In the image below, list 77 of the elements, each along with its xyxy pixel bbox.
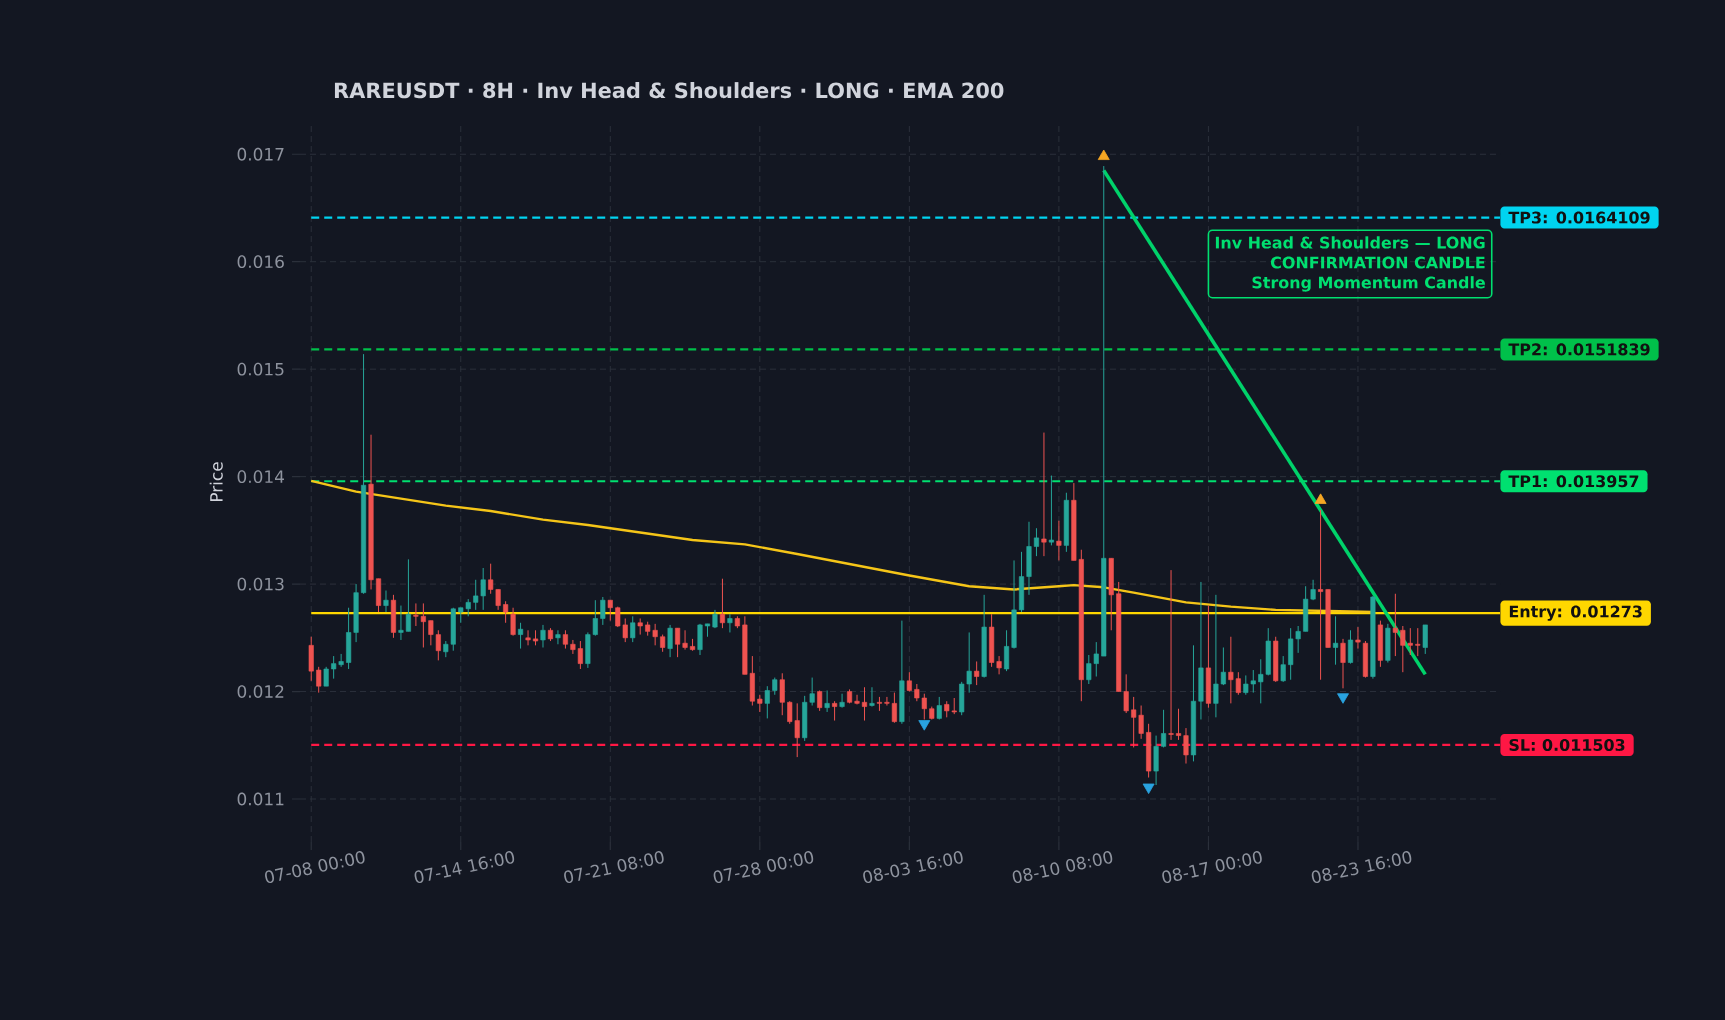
candlestick [1392, 593, 1398, 657]
candlestick [996, 655, 1002, 675]
x-tick-label: 07-08 00:00 [265, 851, 365, 884]
candlestick [562, 629, 568, 650]
candlestick [600, 596, 606, 626]
x-tick-label: 08-17 00:00 [1162, 851, 1262, 884]
candlestick [630, 615, 636, 643]
candlestick [884, 696, 890, 707]
candlestick [1347, 629, 1354, 665]
ref-line-label: TP3: 0.0164109 [1508, 211, 1650, 224]
candlestick [1041, 432, 1047, 557]
y-tick-label: 0.014 [237, 470, 284, 484]
candlestick [316, 666, 322, 694]
annotation: Inv Head & Shoulders — LONG [1215, 236, 1485, 249]
candlestick [405, 558, 411, 632]
candlestick [675, 627, 681, 658]
candlestick [1415, 627, 1421, 657]
ref-line-label: Entry: 0.01273 [1509, 605, 1642, 621]
ref-line-label: TP1: 0.013957 [1508, 475, 1639, 488]
candlestick [764, 685, 770, 719]
candlestick [518, 622, 524, 650]
candlestick [1056, 520, 1062, 561]
x-tick-label: 07-14 16:00 [414, 851, 515, 884]
candlestick [1161, 709, 1167, 748]
candlestick [824, 689, 830, 713]
x-tick-label: 08-03 16:00 [863, 851, 963, 884]
y-tick-label: 0.012 [237, 685, 284, 698]
candlestick [323, 666, 329, 687]
y-tick-label: 0.013 [237, 577, 284, 591]
y-tick-label: 0.015 [237, 362, 284, 376]
x-tick-label: 07-21 08:00 [564, 851, 664, 884]
candlestick [1175, 708, 1182, 741]
candlestick [1422, 624, 1428, 655]
candlestick [839, 693, 845, 709]
y-tick-label: 0.011 [237, 792, 284, 806]
candlestick [667, 624, 673, 658]
x-tick-label: 08-23 16:00 [1311, 851, 1412, 884]
candlestick [974, 660, 980, 686]
candlestick [891, 692, 897, 724]
annotation: Strong Momentum Candle [1252, 276, 1485, 292]
candlestick [861, 686, 868, 722]
y-tick-label: 0.017 [237, 147, 284, 161]
candlestick [525, 629, 531, 646]
candlestick [398, 605, 404, 641]
candlestick [503, 600, 509, 624]
candlestick [1033, 527, 1039, 557]
annotation: CONFIRMATION CANDLE [1270, 256, 1485, 269]
candlestick [1332, 615, 1339, 666]
candlestick [1355, 626, 1361, 650]
candlestick [555, 629, 561, 645]
y-tick-label: 0.016 [237, 255, 284, 269]
candlestick [383, 590, 389, 613]
candlestick [727, 613, 733, 633]
candlestick [1004, 629, 1010, 672]
candlestick [817, 689, 823, 712]
candlestick [1280, 655, 1286, 683]
candlestick [510, 607, 516, 637]
candlestick [1168, 569, 1174, 741]
candlestick [1183, 727, 1189, 765]
y-axis-title: Price [209, 462, 223, 501]
candlestick [832, 700, 838, 722]
x-tick-label: 08-10 08:00 [1012, 851, 1113, 884]
candlestick [682, 629, 688, 651]
x-tick-label: 07-28 00:00 [713, 851, 814, 884]
candlestick [906, 671, 912, 693]
ref-line-label: TP2: 0.0151839 [1508, 343, 1650, 356]
candlestick [540, 624, 546, 648]
candlestick [1318, 509, 1324, 681]
candlestick [1048, 475, 1054, 546]
candlestick [1340, 638, 1346, 689]
candlestick [779, 672, 785, 716]
ref-line-label: SL: 0.011503 [1509, 738, 1625, 751]
candlestick [869, 686, 875, 708]
candlestick [854, 694, 860, 705]
chart-title: RAREUSDT · 8H · Inv Head & Shoulders · LONG · EMA 200 [334, 82, 1004, 99]
candlestick [607, 599, 613, 622]
candlestick [719, 578, 725, 629]
